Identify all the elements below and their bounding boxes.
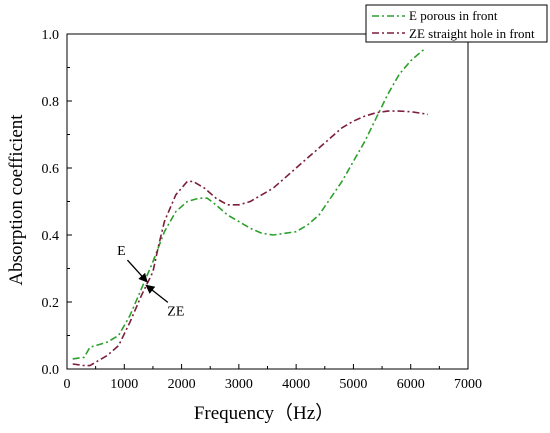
plot-area: [66, 33, 469, 370]
plot-border: [66, 33, 469, 370]
legend-box: [365, 4, 548, 43]
y-tick-label: 0.2: [42, 296, 60, 311]
legend-label-ze: ZE straight hole in front: [409, 26, 535, 41]
annotations: E ZE: [117, 244, 184, 319]
x-tick-label: 0: [64, 377, 71, 392]
y-tick-label: 1.0: [42, 28, 60, 43]
annotation-arrow-ze: [145, 284, 169, 303]
series-line-1: [72, 110, 429, 367]
annotation-label-ze: ZE: [167, 304, 184, 319]
legend: E porous in front ZE straight hole in fr…: [365, 4, 548, 43]
x-tick-label: 2000: [168, 377, 196, 392]
y-tick-label: 0.6: [42, 162, 60, 177]
x-tick-label: 4000: [282, 377, 310, 392]
annotation-label-e: E: [117, 244, 126, 259]
y-tick-label: 0.0: [42, 363, 60, 378]
annotation-arrow-e: [126, 259, 148, 283]
x-tick-label: 6000: [397, 377, 425, 392]
series-line-0: [72, 48, 426, 360]
x-tick-label: 7000: [454, 377, 482, 392]
x-tick-label: 1000: [110, 377, 138, 392]
y-axis: 0.0 0.2 0.4 0.6 0.8 1.0: [42, 28, 72, 378]
x-axis-title: Frequency（Hz）: [194, 402, 334, 424]
y-axis-title: Absorption coefficient: [6, 114, 27, 286]
x-axis: 0 1000 2000 3000 4000 5000 6000 7000: [64, 364, 482, 392]
legend-label-e: E porous in front: [409, 8, 498, 23]
y-tick-label: 0.8: [42, 95, 60, 110]
x-tick-label: 3000: [225, 377, 253, 392]
series-layer: [72, 48, 429, 367]
x-tick-label: 5000: [339, 377, 367, 392]
y-tick-label: 0.4: [42, 229, 60, 244]
